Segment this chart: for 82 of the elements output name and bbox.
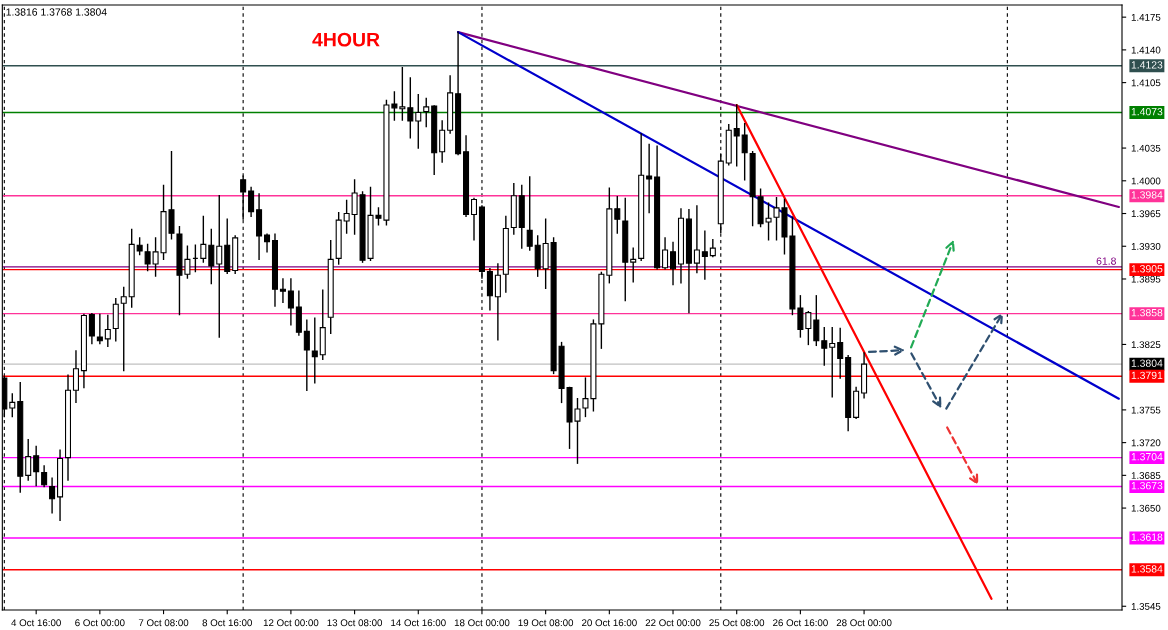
y-tick-label: 1.4035 xyxy=(1131,144,1161,152)
ref-line-label: 1.3791 xyxy=(1131,371,1163,380)
candlestick xyxy=(701,230,708,280)
candlestick xyxy=(33,445,40,487)
y-tick-label: 1.4000 xyxy=(1131,177,1161,185)
y-tick-label: 1.3930 xyxy=(1131,242,1161,250)
candlestick xyxy=(669,241,677,286)
candlestick xyxy=(9,393,16,418)
x-tick-label: 20 Oct 16:00 xyxy=(581,619,637,627)
candlestick xyxy=(311,317,318,384)
x-tick-label: 22 Oct 00:00 xyxy=(645,619,701,627)
candlestick xyxy=(25,439,32,481)
x-tick-label: 14 Oct 16:00 xyxy=(391,619,446,627)
ref-line-label: 1.3804 xyxy=(1131,359,1163,367)
candlestick xyxy=(216,195,223,338)
candlestick xyxy=(813,295,820,347)
ref-line-label: 1.3704 xyxy=(1131,453,1163,461)
y-tick-label: 1.3545 xyxy=(1131,602,1161,610)
y-tick-label: 1.3650 xyxy=(1131,504,1161,512)
x-tick-label: 7 Oct 08:00 xyxy=(138,619,189,627)
candlestick xyxy=(415,94,422,149)
x-tick-label: 25 Oct 08:00 xyxy=(709,619,765,627)
candlestick xyxy=(534,235,541,277)
y-tick-label: 1.3685 xyxy=(1131,472,1161,479)
candlestick xyxy=(630,247,637,283)
candlestick xyxy=(88,312,95,345)
candlestick xyxy=(287,278,294,326)
candlestick xyxy=(200,215,207,263)
candlestick xyxy=(733,104,740,167)
y-tick-label: 1.3825 xyxy=(1131,341,1161,349)
ref-line-label: 1.3584 xyxy=(1131,565,1163,573)
candlestick xyxy=(821,326,828,366)
candlestick xyxy=(264,233,271,253)
x-tick-label: 18 Oct 00:00 xyxy=(454,619,510,627)
x-tick-label: 8 Oct 16:00 xyxy=(202,619,252,627)
text: 4HOUR xyxy=(312,32,380,47)
x-tick-label: 4 Oct 16:00 xyxy=(11,619,61,627)
x-tick-label: 28 Oct 00:00 xyxy=(836,619,892,627)
candlestick xyxy=(49,477,56,514)
candlestick xyxy=(41,465,48,488)
x-tick-label: 19 Oct 08:00 xyxy=(518,619,574,627)
ref-line-label: 1.3673 xyxy=(1131,481,1163,490)
candlestick xyxy=(470,197,478,241)
candlestick xyxy=(646,143,653,214)
y-tick-label: 1.4140 xyxy=(1131,46,1161,54)
candlestick xyxy=(248,186,255,218)
candlestick xyxy=(303,319,310,391)
y-tick-label: 1.3755 xyxy=(1131,406,1161,414)
ref-line-label: 1.3984 xyxy=(1131,191,1163,199)
candlestick xyxy=(693,205,700,274)
candlestick xyxy=(837,327,844,379)
x-tick-label: 6 Oct 00:00 xyxy=(75,619,125,627)
annotation: 1.3816 1.3768 1.3804 xyxy=(6,8,107,16)
y-tick-label: 1.4105 xyxy=(1131,79,1161,87)
ref-line-label: 1.4073 xyxy=(1131,107,1163,116)
ref-line-label: 1.3618 xyxy=(1131,533,1163,541)
candlestick xyxy=(407,77,414,139)
ref-line-label: 1.3858 xyxy=(1131,309,1163,317)
candlestick xyxy=(526,176,533,251)
candlestick xyxy=(423,97,430,128)
ref-line-label: 1.4123 xyxy=(1131,61,1163,69)
annotation: 61.8 xyxy=(1096,257,1116,265)
y-tick-label: 1.3720 xyxy=(1131,439,1161,447)
candlestick xyxy=(96,313,103,345)
candlestick xyxy=(741,123,748,181)
candlestick xyxy=(279,278,286,304)
candlestick xyxy=(72,350,79,404)
candlestick xyxy=(494,263,501,341)
x-tick-label: 13 Oct 08:00 xyxy=(327,619,383,627)
y-tick-label: 1.3895 xyxy=(1131,275,1161,283)
y-tick-label: 1.4175 xyxy=(1131,13,1161,21)
candlestick xyxy=(614,195,621,234)
candlestick xyxy=(439,120,446,163)
candlestick xyxy=(662,237,669,270)
candlestick xyxy=(120,286,127,372)
candlestick xyxy=(208,228,215,285)
candlestick xyxy=(104,314,111,348)
ref-line-label: 1.3905 xyxy=(1131,265,1163,273)
candlestick xyxy=(829,326,836,398)
x-tick-label: 26 Oct 16:00 xyxy=(773,619,828,627)
y-tick-label: 1.3965 xyxy=(1131,210,1161,218)
x-tick-label: 12 Oct 00:00 xyxy=(263,619,319,627)
